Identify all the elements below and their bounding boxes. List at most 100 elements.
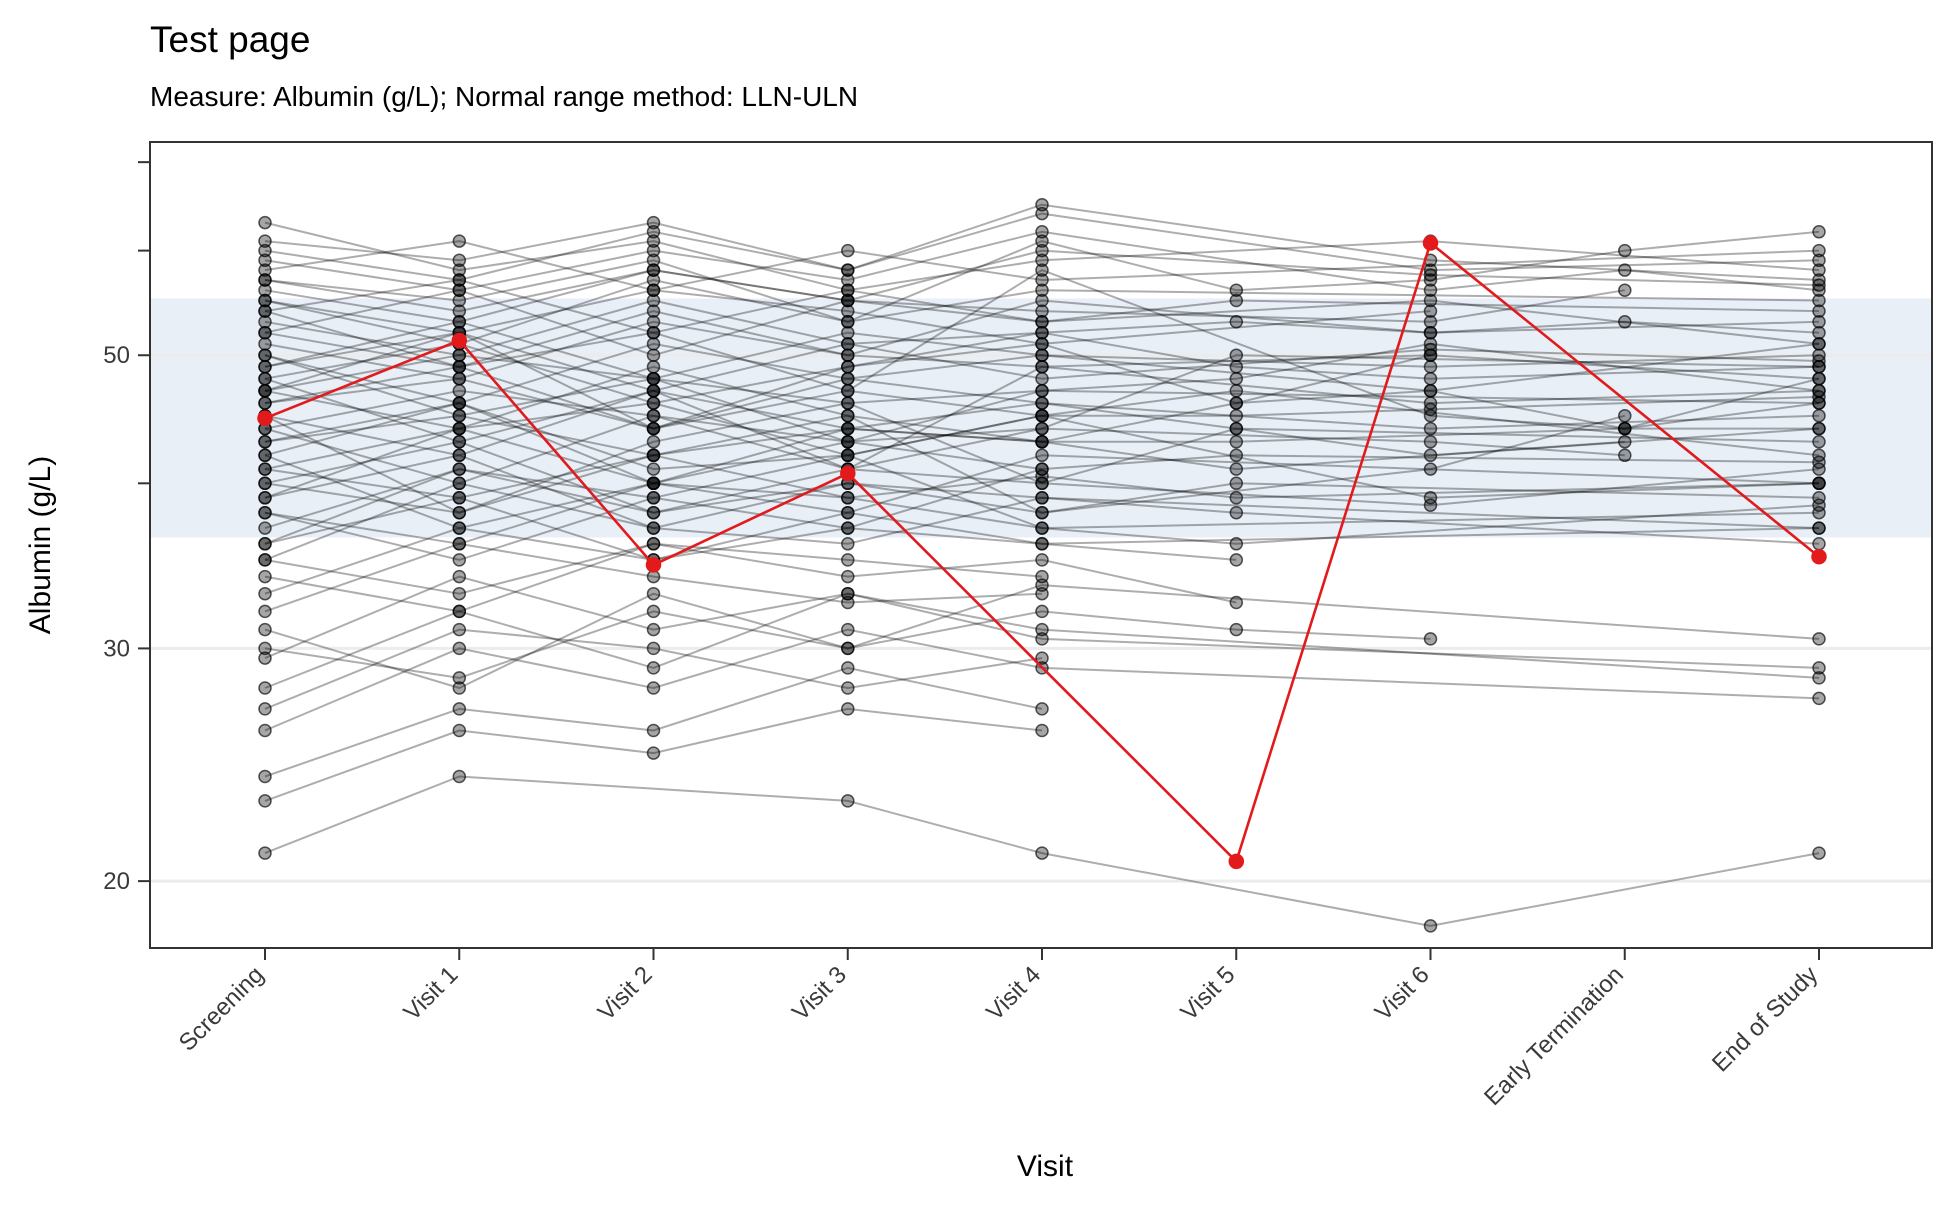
participant-59-point-visit-4 bbox=[1035, 243, 1049, 258]
participant-59-point-visit-2 bbox=[646, 263, 661, 277]
y-tick-label-30: 30 bbox=[103, 635, 130, 662]
participant-43-point-visit-1 bbox=[452, 273, 467, 287]
participant-50-point-visit-3 bbox=[841, 273, 855, 287]
participant-50-point-early-termination bbox=[1618, 263, 1632, 277]
participant-45-point-end-of-study bbox=[1812, 521, 1826, 535]
participant-48-point-visit-3 bbox=[841, 348, 855, 362]
participant-46-point-visit-4 bbox=[1035, 384, 1049, 398]
participant-3-point-visit-4 bbox=[1035, 263, 1049, 277]
participant-30-line bbox=[264, 542, 1237, 613]
participant-35-line bbox=[264, 269, 1625, 323]
participant-9-point-visit-6 bbox=[1423, 293, 1438, 308]
y-tick-label-50: 50 bbox=[103, 342, 130, 369]
participant-22-point-visit-4 bbox=[1035, 604, 1049, 619]
highlighted-participant-point-visit-2 bbox=[645, 557, 662, 573]
participant-56-point-visit-2 bbox=[646, 384, 661, 398]
participant-44-point-visit-1 bbox=[452, 476, 467, 491]
x-tick-label-visit-6: Visit 6 bbox=[1370, 961, 1435, 1026]
participant-10-line bbox=[264, 511, 1237, 595]
participant-42-point-screening bbox=[258, 681, 272, 695]
participant-55-point-visit-2 bbox=[646, 476, 661, 491]
participant-16-line bbox=[264, 482, 1820, 561]
participant-31-point-end-of-study bbox=[1812, 371, 1826, 386]
participant-52-point-screening bbox=[258, 396, 272, 410]
participant-53-point-visit-1 bbox=[452, 671, 467, 685]
participant-30-point-screening bbox=[258, 569, 272, 584]
highlighted-participant-point-visit-3 bbox=[840, 465, 856, 482]
participant-19-line bbox=[264, 365, 1820, 430]
participant-30-point-visit-3 bbox=[841, 569, 855, 584]
participant-34-point-visit-5 bbox=[1229, 421, 1244, 436]
participant-18-point-visit-5 bbox=[1229, 315, 1244, 329]
participant-32-line bbox=[264, 454, 1820, 530]
participant-60-point-visit-1 bbox=[452, 505, 467, 520]
participant-52-point-visit-2 bbox=[646, 421, 661, 436]
participant-39-point-visit-4 bbox=[1035, 197, 1049, 212]
participant-41-point-visit-3 bbox=[841, 371, 855, 386]
participant-43-point-visit-5 bbox=[1229, 293, 1244, 308]
participant-46-point-visit-2 bbox=[646, 371, 661, 386]
participant-59-line bbox=[264, 249, 1820, 313]
participant-37-point-visit-6 bbox=[1423, 371, 1438, 386]
participant-46-point-visit-3 bbox=[841, 396, 855, 410]
participant-43-point-visit-3 bbox=[841, 283, 855, 297]
participant-18-point-screening bbox=[258, 315, 272, 329]
participant-25-point-end-of-study bbox=[1812, 293, 1826, 308]
participant-28-point-visit-6 bbox=[1423, 498, 1438, 512]
participant-52-point-visit-1 bbox=[452, 371, 467, 386]
participant-54-point-visit-2 bbox=[646, 283, 661, 297]
participant-49-point-visit-4 bbox=[1035, 462, 1049, 476]
participant-49-point-visit-3 bbox=[841, 435, 855, 449]
participant-6-point-visit-2 bbox=[646, 253, 661, 268]
participant-56-point-visit-4 bbox=[1035, 371, 1049, 386]
participant-57-line bbox=[264, 414, 1819, 457]
participant-31-point-visit-2 bbox=[646, 315, 661, 329]
participant-51-point-visit-1 bbox=[452, 586, 467, 601]
participant-18-line bbox=[264, 299, 1820, 357]
participant-54-line bbox=[264, 289, 1431, 345]
x-tick-label-end-of-study: End of Study bbox=[1707, 961, 1823, 1077]
x-tick-label-visit-5: Visit 5 bbox=[1175, 961, 1240, 1026]
participant-33-point-visit-3 bbox=[841, 794, 855, 808]
participant-60-line bbox=[264, 454, 1820, 514]
participant-41-point-visit-6 bbox=[1423, 384, 1438, 398]
participant-48-point-visit-4 bbox=[1035, 293, 1049, 308]
participant-28-point-end-of-study bbox=[1812, 462, 1826, 476]
participant-34-point-end-of-study bbox=[1812, 435, 1826, 449]
participant-28-point-visit-1 bbox=[452, 435, 467, 449]
participant-12-point-end-of-study bbox=[1812, 661, 1826, 675]
participant-33-point-visit-1 bbox=[452, 769, 467, 784]
participant-57-point-screening bbox=[258, 435, 272, 449]
participant-57-point-end-of-study bbox=[1812, 421, 1826, 436]
participant-48-point-end-of-study bbox=[1812, 315, 1826, 329]
x-tick-label-visit-4: Visit 4 bbox=[981, 961, 1046, 1026]
participant-10-point-visit-5 bbox=[1229, 553, 1244, 567]
x-axis-title: Visit bbox=[1017, 1150, 1074, 1183]
participant-13-point-visit-6 bbox=[1423, 263, 1438, 277]
participant-34-line bbox=[264, 389, 1820, 457]
participant-48-line bbox=[264, 299, 1820, 368]
participant-52-point-visit-3 bbox=[841, 384, 855, 398]
participant-50-point-visit-4 bbox=[1035, 225, 1049, 239]
participant-25-point-visit-2 bbox=[646, 273, 661, 287]
participant-21-point-screening bbox=[258, 215, 272, 230]
participant-25-point-visit-3 bbox=[841, 315, 855, 329]
participant-points bbox=[258, 197, 1826, 933]
participant-52-point-visit-6 bbox=[1423, 402, 1438, 417]
participant-36-point-screening bbox=[258, 448, 272, 463]
participant-57-point-early-termination bbox=[1618, 421, 1632, 436]
participant-47-point-visit-4 bbox=[1035, 723, 1049, 738]
participant-42-point-visit-3 bbox=[841, 586, 855, 601]
participant-31-point-visit-4 bbox=[1035, 360, 1049, 374]
participant-46-point-visit-1 bbox=[452, 348, 467, 362]
participant-45-line bbox=[264, 496, 1820, 561]
participant-49-point-visit-5 bbox=[1229, 448, 1244, 463]
participant-24-point-visit-5 bbox=[1229, 384, 1244, 398]
participant-49-point-end-of-study bbox=[1812, 455, 1826, 469]
participant-12-point-visit-1 bbox=[452, 569, 467, 584]
participant-40-point-visit-4 bbox=[1035, 505, 1049, 520]
participant-45-point-visit-1 bbox=[452, 491, 467, 505]
participant-55-line bbox=[264, 482, 1820, 545]
participant-29-line bbox=[264, 240, 1820, 292]
participant-46-point-screening bbox=[258, 384, 272, 398]
